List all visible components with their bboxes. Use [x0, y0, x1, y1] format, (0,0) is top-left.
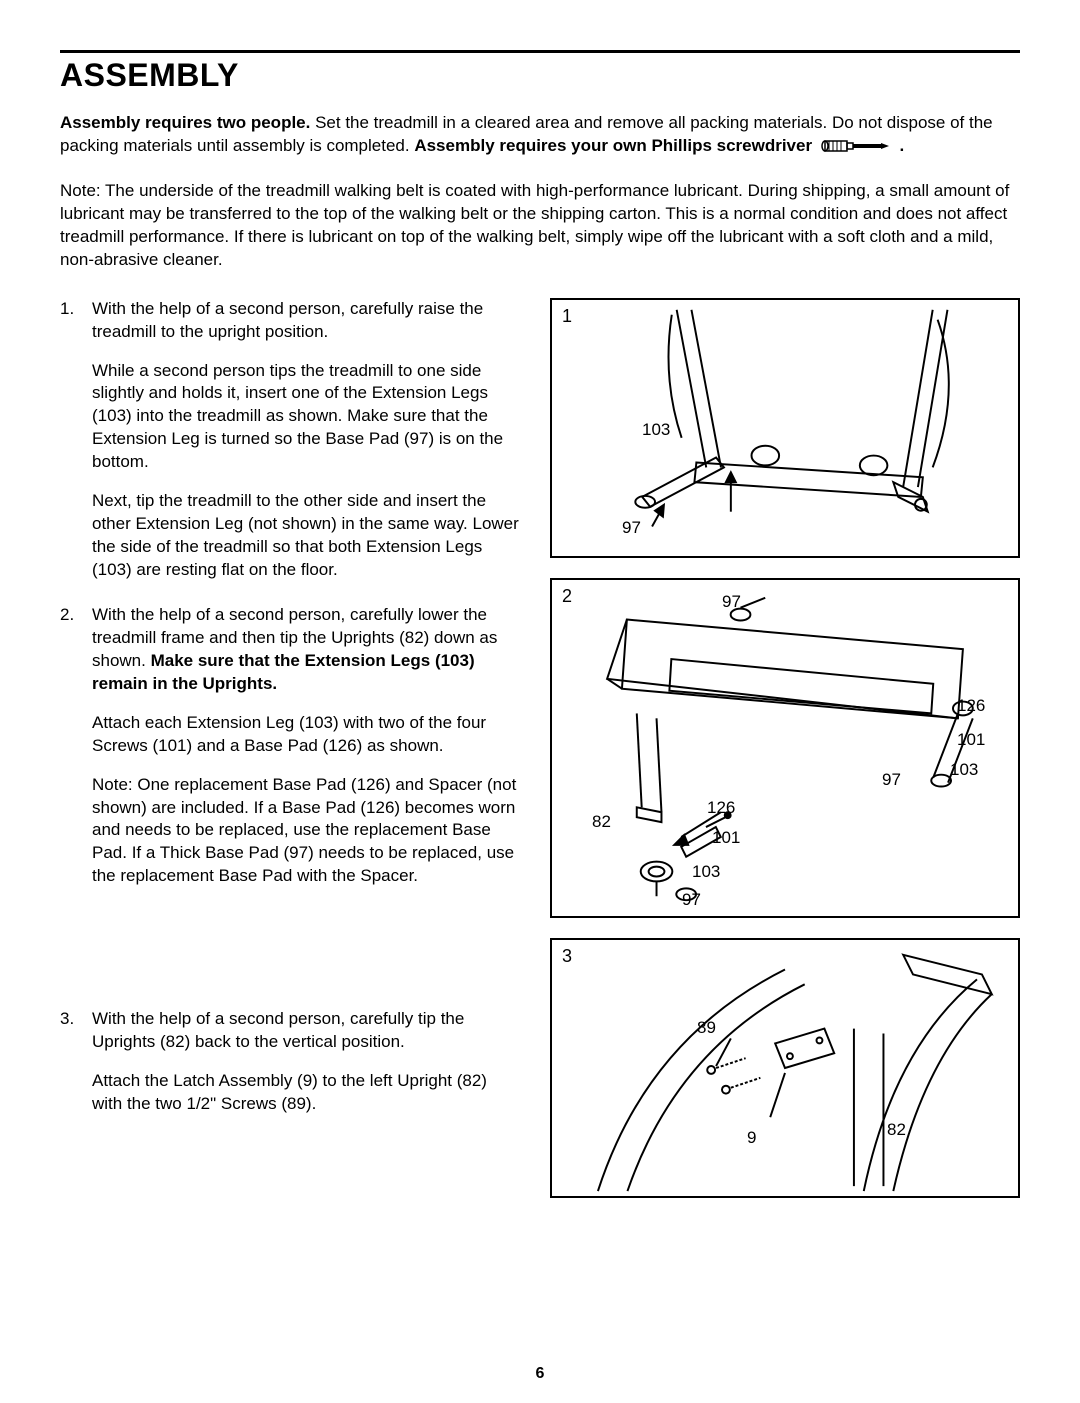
diagram-label: 103 — [692, 862, 720, 882]
steps-column: 1. With the help of a second person, car… — [60, 298, 520, 1198]
step-body: With the help of a second person, carefu… — [92, 298, 520, 582]
diagram-label: 89 — [697, 1018, 716, 1038]
diagram-label: 101 — [957, 730, 985, 750]
diagram-label: 103 — [642, 420, 670, 440]
step-para: Attach the Latch Assembly (9) to the lef… — [92, 1070, 520, 1116]
step-para: Note: One replacement Base Pad (126) and… — [92, 774, 520, 889]
diagram-number: 3 — [562, 946, 572, 967]
step-para: With the help of a second person, carefu… — [92, 298, 520, 344]
diagram-label: 97 — [682, 890, 701, 910]
step-number: 3. — [60, 1008, 82, 1116]
step-3: 3. With the help of a second person, car… — [60, 1008, 520, 1116]
step-para: With the help of a second person, carefu… — [92, 604, 520, 696]
diagram-3-svg — [552, 940, 1018, 1196]
step-2: 2. With the help of a second person, car… — [60, 604, 520, 888]
intro-paragraph: Assembly requires two people. Set the tr… — [60, 112, 1020, 158]
diagram-label: 103 — [950, 760, 978, 780]
step-para: While a second person tips the treadmill… — [92, 360, 520, 475]
diagram-label: 9 — [747, 1128, 756, 1148]
step-1: 1. With the help of a second person, car… — [60, 298, 520, 582]
step-para: With the help of a second person, carefu… — [92, 1008, 520, 1054]
lubricant-note: Note: The underside of the treadmill wal… — [60, 180, 1020, 272]
screwdriver-icon — [821, 138, 891, 154]
diagrams-column: 1 — [550, 298, 1020, 1198]
intro-bold-1: Assembly requires two people. — [60, 113, 310, 132]
diagram-2: 2 — [550, 578, 1020, 918]
intro-period: . — [895, 136, 904, 155]
title-section: ASSEMBLY — [60, 50, 1020, 94]
content-area: 1. With the help of a second person, car… — [60, 298, 1020, 1198]
diagram-number: 2 — [562, 586, 572, 607]
step-number: 2. — [60, 604, 82, 888]
diagram-label: 82 — [592, 812, 611, 832]
diagram-1: 1 — [550, 298, 1020, 558]
diagram-label: 97 — [722, 592, 741, 612]
step-para: Attach each Extension Leg (103) with two… — [92, 712, 520, 758]
diagram-label: 97 — [622, 518, 641, 538]
diagram-3: 3 — [550, 938, 1020, 1198]
diagram-2-svg — [552, 580, 1018, 916]
intro-bold-2: Assembly requires your own Phillips scre… — [414, 136, 812, 155]
diagram-number: 1 — [562, 306, 572, 327]
diagram-label: 97 — [882, 770, 901, 790]
step-number: 1. — [60, 298, 82, 582]
diagram-label: 126 — [707, 798, 735, 818]
diagram-label: 82 — [887, 1120, 906, 1140]
page-number: 6 — [536, 1365, 545, 1383]
diagram-label: 101 — [712, 828, 740, 848]
step-para: Next, tip the treadmill to the other sid… — [92, 490, 520, 582]
step-body: With the help of a second person, carefu… — [92, 604, 520, 888]
step-body: With the help of a second person, carefu… — [92, 1008, 520, 1116]
page-title: ASSEMBLY — [60, 53, 1020, 94]
diagram-label: 126 — [957, 696, 985, 716]
